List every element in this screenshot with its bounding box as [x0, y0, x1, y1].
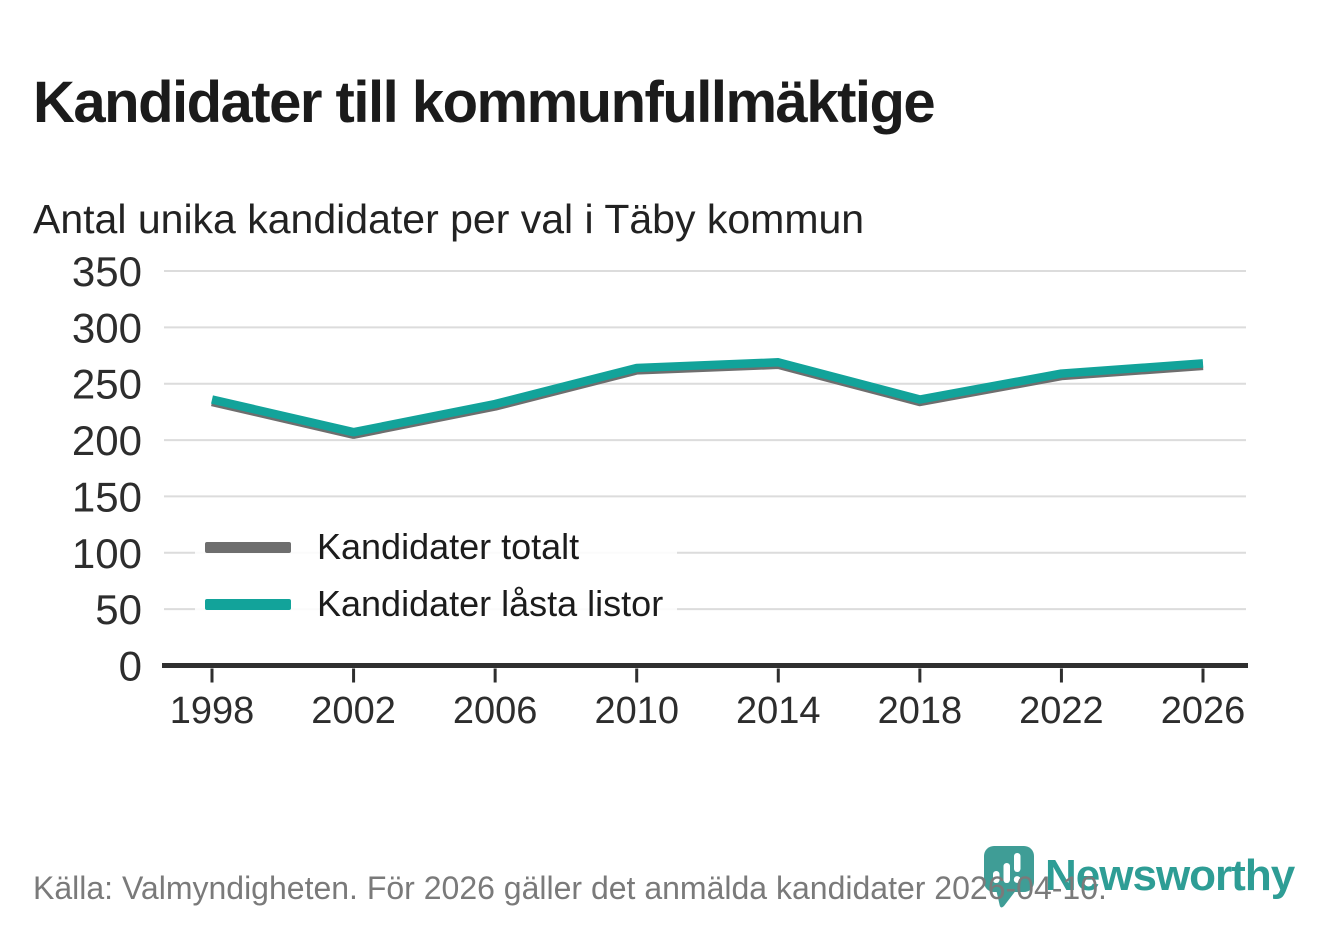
page-title: Kandidater till kommunfullmäktige [33, 69, 936, 135]
newsworthy-wordmark: Newsworthy [1045, 851, 1295, 900]
newsworthy-pin-barchart-icon [984, 846, 1034, 908]
y-tick-label: 350 [72, 248, 142, 295]
y-tick-label: 50 [95, 586, 142, 633]
source-note: Källa: Valmyndigheten. För 2026 gäller d… [33, 870, 1107, 906]
newsworthy-logo: Newsworthy [983, 845, 1295, 909]
series-line-kandidater-l-sta-listor [211, 358, 1204, 437]
legend-item-kandidater-lasta-listor: Kandidater låsta listor [205, 581, 663, 627]
legend-label: Kandidater totalt [317, 526, 580, 567]
x-tick-label: 2006 [453, 690, 538, 732]
x-tick-label: 2018 [878, 690, 963, 732]
legend-swatch-gray [205, 541, 291, 553]
chart-legend: Kandidater totalt Kandidater låsta listo… [195, 518, 678, 637]
x-tick-label: 2002 [311, 690, 396, 732]
x-tick-label: 2010 [594, 690, 679, 732]
chart-subtitle: Antal unika kandidater per val i Täby ko… [33, 196, 865, 243]
x-tick-label: 2014 [736, 690, 821, 732]
x-tick-label: 1998 [170, 690, 255, 732]
y-tick-label: 200 [72, 417, 142, 464]
x-tick-label: 2022 [1019, 690, 1104, 732]
y-tick-label: 100 [72, 530, 142, 577]
y-tick-label: 250 [72, 361, 142, 408]
legend-label: Kandidater låsta listor [317, 583, 664, 624]
x-tick-label: 2026 [1161, 690, 1246, 732]
y-tick-label: 300 [72, 304, 142, 351]
y-tick-label: 150 [72, 473, 142, 520]
y-tick-label: 0 [119, 643, 142, 690]
legend-item-kandidater-totalt: Kandidater totalt [205, 524, 663, 570]
legend-swatch-teal [205, 598, 291, 610]
